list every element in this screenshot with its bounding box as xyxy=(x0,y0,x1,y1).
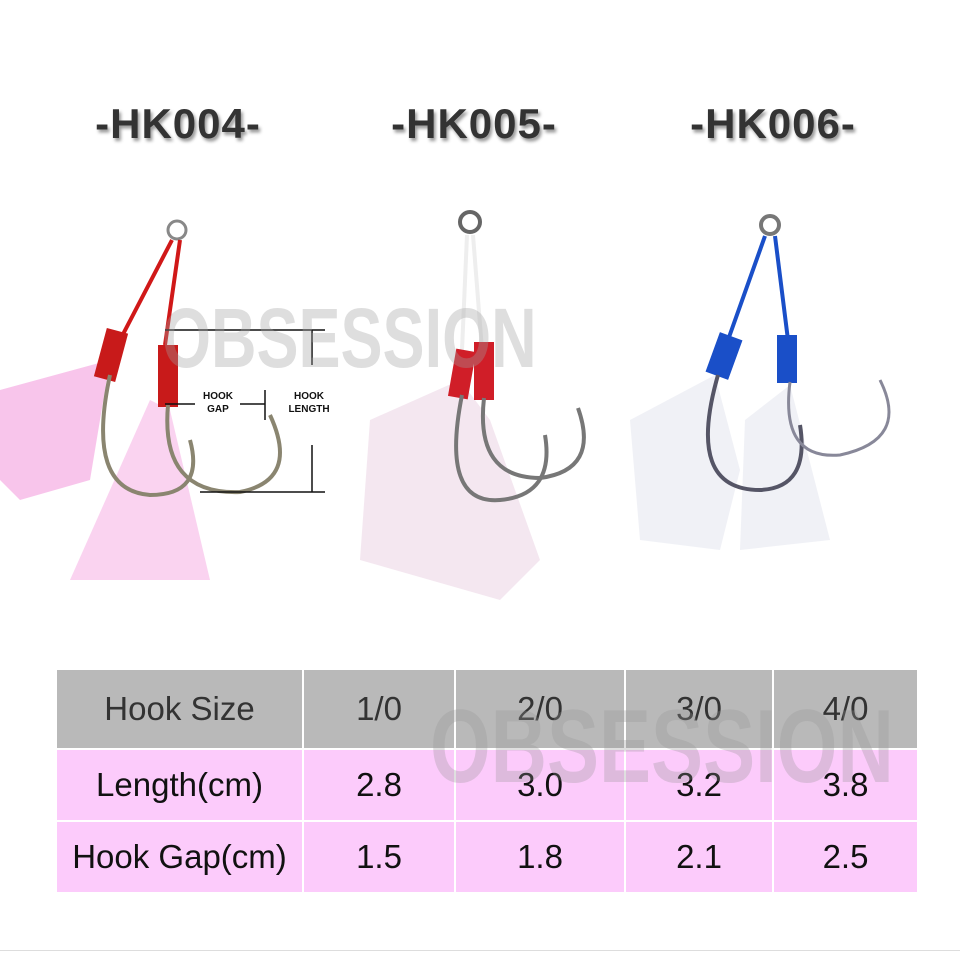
hook-image-hk005 xyxy=(360,210,586,600)
table-cell: 2.5 xyxy=(772,820,919,894)
table-cell: 2.1 xyxy=(624,820,774,894)
watermark-top: OBSESSION xyxy=(162,291,537,385)
header-cell: 1/0 xyxy=(302,668,456,750)
hook-gap-label-line1: HOOK xyxy=(203,391,234,402)
table-header-row: Hook Size 1/0 2/0 3/0 4/0 xyxy=(55,668,919,750)
table-cell: 3.0 xyxy=(454,748,626,822)
header-cell: 3/0 xyxy=(624,668,774,750)
hook-size-table: Hook Size 1/0 2/0 3/0 4/0 Length(cm) 2.8… xyxy=(55,668,919,894)
header-cell: 2/0 xyxy=(454,668,626,750)
hook-length-label-line2: LENGTH xyxy=(288,404,329,415)
table-cell: 3.2 xyxy=(624,748,774,822)
table-cell: 2.8 xyxy=(302,748,456,822)
hook-image-hk006 xyxy=(630,214,891,550)
table-row: Length(cm) 2.8 3.0 3.2 3.8 xyxy=(55,748,919,822)
table-cell: 1.8 xyxy=(454,820,626,894)
hook-gap-label-line2: GAP xyxy=(207,404,229,415)
hook-length-label-line1: HOOK xyxy=(294,391,325,402)
watermark-table: OBSESSION xyxy=(430,689,894,805)
table-row: Hook Gap(cm) 1.5 1.8 2.1 2.5 xyxy=(55,820,919,894)
table-cell: 3.8 xyxy=(772,748,919,822)
table-cell: 1.5 xyxy=(302,820,456,894)
divider xyxy=(0,950,960,951)
hook-image-hk004: HOOK GAP HOOK LENGTH xyxy=(0,219,330,580)
hook-product-images: HOOK GAP HOOK LENGTH xyxy=(0,210,891,600)
model-title-hk006: -HK006- xyxy=(690,100,856,147)
model-title-hk004: -HK004- xyxy=(95,100,261,147)
header-cell: 4/0 xyxy=(772,668,919,750)
row-label: Length(cm) xyxy=(55,748,304,822)
row-label: Hook Gap(cm) xyxy=(55,820,304,894)
header-label: Hook Size xyxy=(55,668,304,750)
model-title-hk005: -HK005- xyxy=(391,100,557,147)
